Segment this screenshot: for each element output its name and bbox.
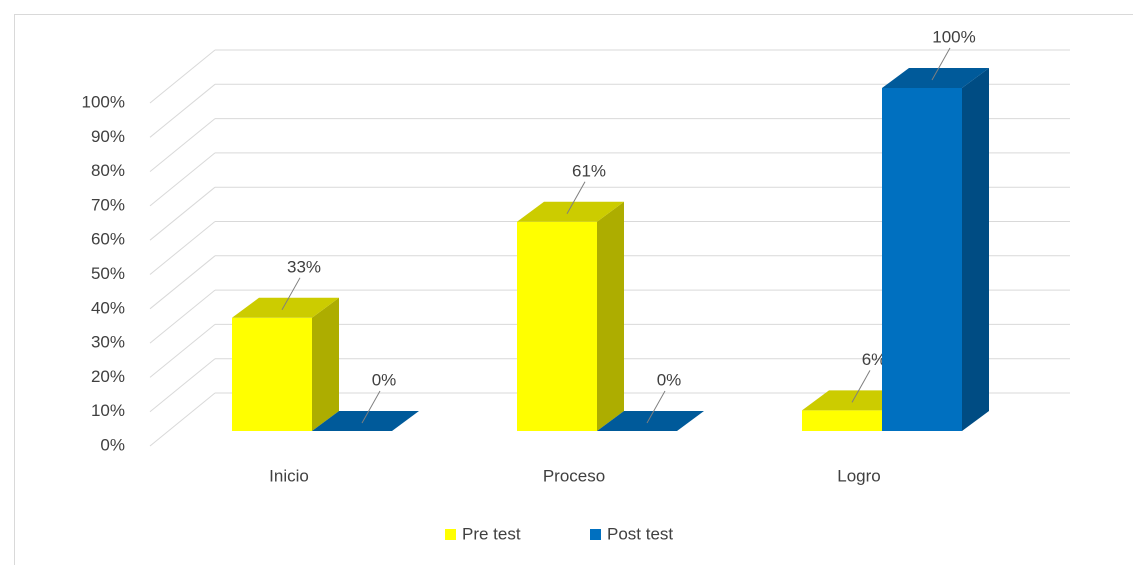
grid-line xyxy=(149,83,216,138)
bar-top xyxy=(312,411,419,431)
leader-line xyxy=(931,47,951,81)
x-tick-label: Proceso xyxy=(543,466,605,485)
x-tick-label: Logro xyxy=(837,466,880,485)
grid-line xyxy=(149,221,216,275)
value-label: 0% xyxy=(372,370,397,389)
grid-line xyxy=(149,152,216,207)
legend-label: Post test xyxy=(607,524,673,543)
y-tick-label: 60% xyxy=(91,230,125,249)
y-tick-label: 50% xyxy=(91,264,125,283)
value-label: 0% xyxy=(657,370,682,389)
x-tick-label: Inicio xyxy=(269,466,309,485)
legend-label: Pre test xyxy=(462,524,521,543)
bar-side xyxy=(312,297,339,431)
bar-top xyxy=(597,411,704,431)
value-label: 61% xyxy=(572,161,606,180)
y-tick-label: 30% xyxy=(91,333,125,352)
leader-line xyxy=(361,390,381,424)
grid-line xyxy=(149,186,216,241)
leader-line xyxy=(851,370,871,403)
chart-border xyxy=(14,14,1133,565)
bar xyxy=(802,410,882,431)
grid-line xyxy=(149,358,216,413)
value-label: 100% xyxy=(932,27,975,46)
bar xyxy=(232,317,312,431)
grid-line xyxy=(149,118,216,172)
bar xyxy=(517,221,597,431)
legend-swatch xyxy=(445,529,456,540)
bar-top xyxy=(517,201,624,222)
bar xyxy=(882,88,962,431)
legend-swatch xyxy=(590,529,601,540)
grid-line xyxy=(149,324,216,378)
grid-line xyxy=(149,255,216,310)
y-tick-label: 0% xyxy=(100,435,125,454)
grid-line xyxy=(149,289,216,344)
grid-line xyxy=(149,49,216,104)
grid-line xyxy=(149,392,216,447)
bar-top xyxy=(882,68,989,88)
leader-line xyxy=(646,390,666,424)
y-tick-label: 20% xyxy=(91,367,125,386)
y-tick-label: 70% xyxy=(91,195,125,214)
bar-side xyxy=(597,201,624,431)
y-tick-label: 100% xyxy=(82,92,125,111)
y-tick-label: 90% xyxy=(91,127,125,146)
leader-line xyxy=(566,181,586,215)
value-label: 6% xyxy=(862,350,887,369)
y-tick-label: 40% xyxy=(91,298,125,317)
y-tick-label: 10% xyxy=(91,401,125,420)
y-tick-label: 80% xyxy=(91,161,125,180)
leader-line xyxy=(281,277,301,311)
value-label: 33% xyxy=(287,257,321,276)
bar-top xyxy=(232,297,339,318)
bar-side xyxy=(962,68,989,431)
